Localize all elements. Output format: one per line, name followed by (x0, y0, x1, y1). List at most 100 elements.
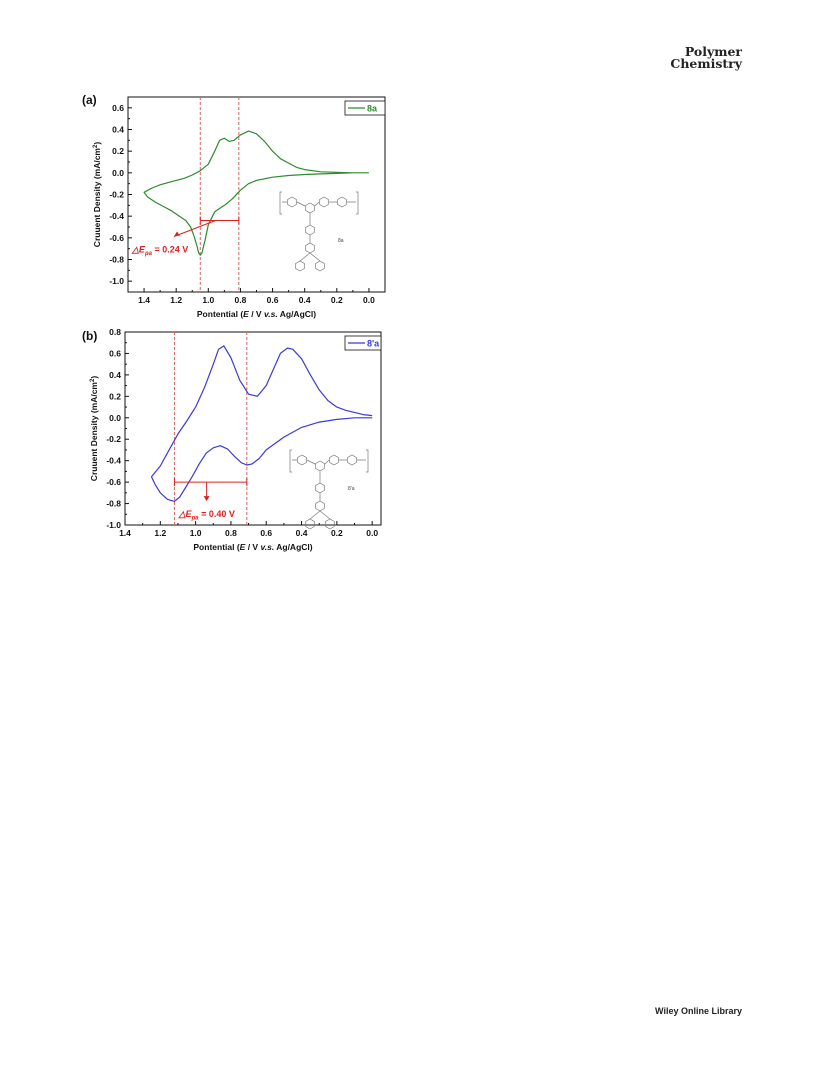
structure-ring (347, 454, 357, 466)
y-tick-label: 0.2 (112, 146, 124, 156)
y-tick-label: 0.6 (109, 348, 121, 358)
structure-ring (305, 518, 315, 530)
y-axis-label-sup: 2 (90, 378, 96, 382)
chemical-structure: 8'a (289, 449, 369, 530)
y-tick-label: 0.0 (112, 168, 124, 178)
structure-ring (287, 196, 297, 208)
y-tick-label: -0.8 (106, 499, 121, 509)
y-tick-label: 0.2 (109, 391, 121, 401)
y-tick-label: 0.8 (109, 327, 121, 337)
x-tick-label: 0.2 (331, 528, 343, 538)
structure-ring (315, 260, 325, 272)
x-tick-label: 0.0 (366, 528, 378, 538)
structure-ring (319, 196, 329, 208)
annotation-arrowhead (174, 231, 180, 237)
x-axis-label: Pontential (E / V v.s. Ag/AgCl) (193, 542, 312, 552)
y-axis-label-text: Cruuent Density (mA/cm (92, 148, 102, 248)
y-tick-label: 0.4 (112, 125, 124, 135)
structure-bracket (289, 449, 292, 473)
structure-ring (295, 260, 305, 272)
series-line (150, 345, 373, 502)
x-axis-label-part: / V (245, 542, 260, 552)
journal-name: Polymer Chemistry (670, 44, 742, 70)
x-tick-label: 0.0 (363, 295, 375, 305)
structure-ring (329, 454, 339, 466)
y-tick-label: -0.4 (106, 456, 121, 466)
panel-label: (a) (82, 93, 97, 107)
figure: (a) 1.4 1.2 1.0 0.8 0.6 0.4 0.2 0.0 0.6 0.4 0.2 0.0 -… (82, 93, 386, 552)
journal-name-line1: Polymer (684, 44, 742, 59)
chemical-structure: 8a (279, 191, 359, 272)
y-tick-label: -0.6 (106, 477, 121, 487)
x-axis-label-part: / V (249, 309, 264, 319)
x-tick-label: 1.0 (202, 295, 214, 305)
structure-ring (315, 482, 325, 494)
structure-bonds (292, 459, 366, 520)
x-axis-label-part: E (243, 309, 249, 319)
chart-panel-a: (a) 1.4 1.2 1.0 0.8 0.6 0.4 0.2 0.0 0.6 0.4 0.2 0.0 -… (82, 93, 386, 319)
y-tick-label: -0.8 (109, 255, 124, 265)
annotation-label: △Epa = 0.24 V (131, 245, 188, 258)
y-tick-label: 0.0 (109, 413, 121, 423)
y-tick-label: 0.6 (112, 103, 124, 113)
x-tick-label: 0.4 (296, 528, 308, 538)
panel-label: (b) (82, 329, 97, 343)
structure-bonds (282, 201, 356, 262)
annotation-sub: pa (191, 516, 200, 522)
x-axis-label-part: Ag/AgCl) (274, 542, 313, 552)
y-tick-label: -0.6 (109, 233, 124, 243)
structure-bracket (366, 449, 369, 473)
structure-ring (297, 454, 307, 466)
x-tick-label: 1.4 (138, 295, 150, 305)
series-line (143, 130, 369, 256)
x-axis-label-part: E (240, 542, 246, 552)
plot-frame (127, 96, 386, 293)
x-axis-label: Pontential (E / V v.s. Ag/AgCl) (197, 309, 316, 319)
legend-label: 8'a (367, 339, 380, 349)
structure-label: 8a (338, 238, 344, 244)
structure-ring (315, 500, 325, 512)
annotation-delta: △E (178, 509, 193, 519)
structure-label: 8'a (348, 486, 355, 492)
footer-publisher: Wiley Online Library (655, 1006, 742, 1016)
structure-ring (315, 460, 325, 472)
x-axis-label-part: Pontential ( (197, 309, 243, 319)
y-tick-label: 0.4 (109, 370, 121, 380)
y-tick-label: -0.2 (109, 190, 124, 200)
annotation-sub: pa (144, 251, 153, 257)
y-axis-label-end: ) (89, 376, 99, 379)
legend-label: 8a (367, 104, 378, 114)
x-tick-label: 0.6 (260, 528, 272, 538)
structure-ring (305, 242, 315, 254)
structure-bracket (356, 191, 359, 215)
y-axis-label: Cruuent Density (mA/cm2) (89, 376, 99, 482)
x-tick-label: 0.4 (299, 295, 311, 305)
annotation-arrow (173, 220, 216, 237)
annotation-arrowhead (203, 496, 210, 502)
x-tick-label: 1.2 (154, 528, 166, 538)
x-tick-label: 1.2 (170, 295, 182, 305)
y-axis-label: Cruuent Density (mA/cm2) (92, 142, 102, 248)
structure-ring (325, 518, 335, 530)
x-tick-label: 1.0 (190, 528, 202, 538)
structure-ring (305, 202, 315, 214)
x-tick-label: 0.8 (225, 528, 237, 538)
y-tick-label: -1.0 (109, 276, 124, 286)
x-axis-label-part: v.s. (260, 542, 274, 552)
y-tick-label: -0.2 (106, 434, 121, 444)
chart-panel-b: (b) 1.4 1.2 1.0 0.8 0.6 0.4 0.2 0.0 0.8 0.6 0.4 0.2 0… (82, 327, 382, 552)
y-tick-label: -0.4 (109, 211, 124, 221)
x-tick-label: 0.6 (267, 295, 279, 305)
structure-ring (337, 196, 347, 208)
annotation-value: = 0.40 V (199, 509, 235, 519)
y-tick-label: -1.0 (106, 520, 121, 530)
x-axis-label-part: v.s. (264, 309, 278, 319)
x-tick-label: 1.4 (119, 528, 131, 538)
y-axis-label-text: Cruuent Density (mA/cm (89, 382, 99, 482)
y-axis-label-sup: 2 (93, 144, 99, 148)
structure-bracket (279, 191, 282, 215)
x-axis-label-part: Ag/AgCl) (278, 309, 317, 319)
annotation-delta: △E (131, 245, 146, 255)
annotation-value: = 0.24 V (152, 245, 188, 255)
y-axis-label-end: ) (92, 142, 102, 145)
